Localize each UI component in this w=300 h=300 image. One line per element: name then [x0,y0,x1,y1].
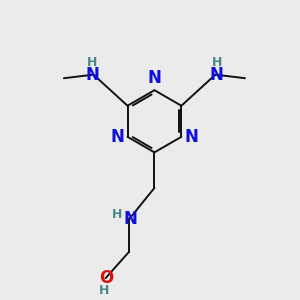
Text: H: H [99,284,109,297]
Text: N: N [184,128,198,146]
Text: N: N [111,128,124,146]
Text: N: N [210,66,224,84]
Text: H: H [212,56,222,69]
Text: N: N [124,210,138,228]
Text: H: H [87,56,97,69]
Text: H: H [112,208,122,221]
Text: N: N [85,66,99,84]
Text: O: O [99,269,114,287]
Text: N: N [148,69,161,87]
